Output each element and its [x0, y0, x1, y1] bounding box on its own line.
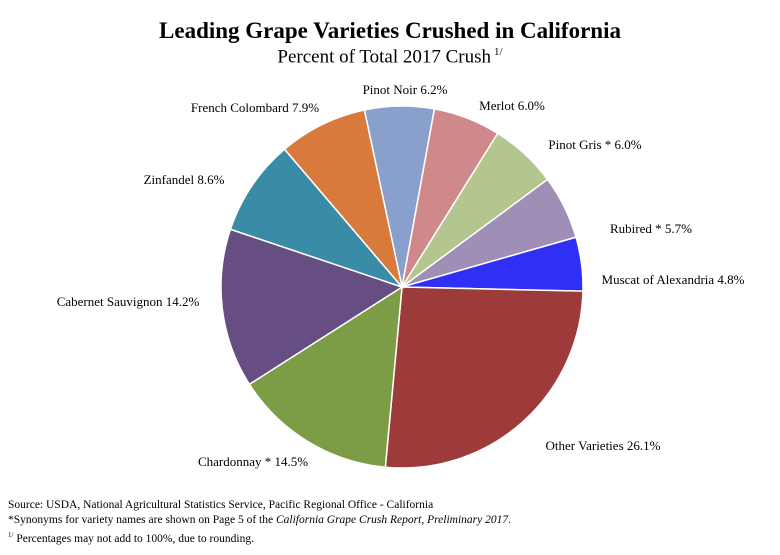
slice-label-muscat-of-alexandria: Muscat of Alexandria 4.8% [602, 272, 745, 287]
synonyms-note: *Synonyms for variety names are shown on… [8, 514, 511, 526]
subtitle-text: Percent of Total 2017 Crush [277, 46, 492, 68]
slice-label-zinfandel: Zinfandel 8.6% [144, 172, 225, 187]
subtitle-footnote-mark: 1/ [494, 46, 503, 58]
pie-slice-zinfandel [229, 148, 405, 289]
pie-slice-french-colombard [283, 109, 403, 288]
source-note: Source: USDA, National Agricultural Stat… [8, 499, 434, 511]
slice-label-cabernet-sauvignon: Cabernet Sauvignon 14.2% [57, 294, 200, 309]
slice-label-merlot: Merlot 6.0% [479, 98, 545, 113]
pie-slice-cabernet-sauvignon [220, 228, 404, 386]
rounding-note: 1/ Percentages may not add to 100%, due … [8, 531, 254, 545]
slice-label-rubired: Rubired * 5.7% [610, 221, 692, 236]
slice-label-pinot-gris: Pinot Gris * 6.0% [548, 137, 641, 152]
report-title: California Grape Crush Report, Prelimina… [275, 514, 509, 526]
chart-title: Leading Grape Varieties Crushed in Calif… [159, 18, 621, 43]
pie-slice-other-varieties [384, 286, 584, 469]
slice-label-chardonnay: Chardonnay * 14.5% [198, 454, 308, 469]
slice-label-pinot-noir: Pinot Noir 6.2% [363, 82, 448, 97]
slice-label-other-varieties: Other Varieties 26.1% [546, 438, 661, 453]
chart-footer: Source: USDA, National Agricultural Stat… [8, 498, 511, 547]
pie-slice-chardonnay [248, 285, 403, 469]
chart-subtitle: Percent of Total 2017 Crush 1/ [0, 46, 780, 68]
slice-label-french-colombard: French Colombard 7.9% [191, 100, 319, 115]
rounding-footnote-mark: 1/ [8, 531, 14, 539]
